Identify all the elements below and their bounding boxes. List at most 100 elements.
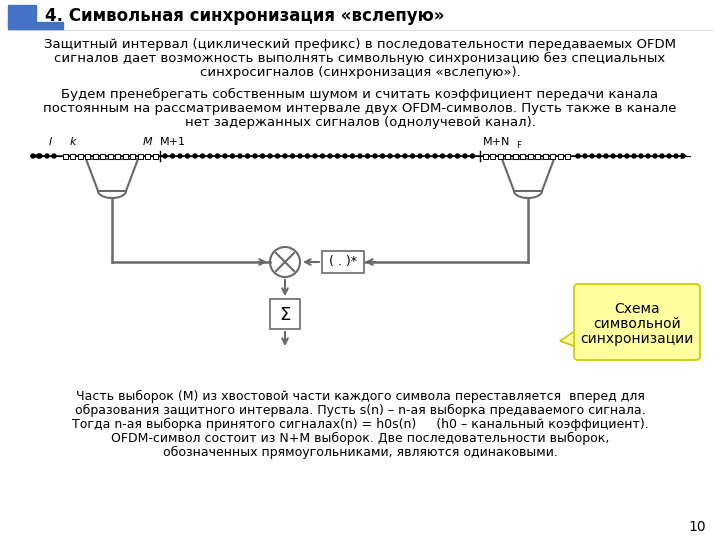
Bar	[565, 153, 570, 159]
Circle shape	[261, 154, 264, 158]
Circle shape	[625, 154, 629, 158]
Circle shape	[611, 154, 615, 158]
Circle shape	[674, 154, 678, 158]
Bar	[482, 153, 487, 159]
Circle shape	[403, 154, 407, 158]
Circle shape	[163, 154, 167, 158]
Text: Часть выборок (М) из хвостовой части каждого символа переставляется  вперед для: Часть выборок (М) из хвостовой части каж…	[76, 390, 644, 403]
Text: Тогда n-ая выборка принятого сигналаx(n) = h0s(n)     (h0 – канальный коэффициен: Тогда n-ая выборка принятого сигналаx(n)…	[71, 418, 649, 431]
Circle shape	[366, 154, 369, 158]
Circle shape	[426, 154, 430, 158]
Circle shape	[358, 154, 362, 158]
Circle shape	[38, 154, 42, 158]
Circle shape	[583, 154, 587, 158]
Text: символьной: символьной	[593, 317, 681, 331]
Circle shape	[313, 154, 317, 158]
Circle shape	[343, 154, 347, 158]
Bar	[535, 153, 540, 159]
Text: образования защитного интервала. Пусть s(n) – n-ая выборка предаваемого сигнала.: образования защитного интервала. Пусть s…	[75, 404, 645, 417]
Text: синхросигналов (синхронизация «вслепую»).: синхросигналов (синхронизация «вслепую»)…	[0, 539, 1, 540]
Bar	[8, 22, 63, 29]
Text: обозначенных прямоугольниками, являются одинаковыми.: обозначенных прямоугольниками, являются …	[163, 446, 557, 459]
Text: F: F	[516, 141, 521, 150]
Circle shape	[441, 154, 444, 158]
Circle shape	[433, 154, 437, 158]
Circle shape	[660, 154, 664, 158]
Circle shape	[171, 154, 174, 158]
Circle shape	[639, 154, 643, 158]
Bar	[100, 153, 105, 159]
Circle shape	[448, 154, 452, 158]
Text: Σ: Σ	[279, 306, 291, 324]
Circle shape	[283, 154, 287, 158]
Text: ( . )*: ( . )*	[329, 255, 357, 268]
Circle shape	[463, 154, 467, 158]
Circle shape	[31, 154, 35, 158]
Circle shape	[470, 154, 474, 158]
Bar	[92, 153, 97, 159]
Circle shape	[200, 154, 204, 158]
Text: l: l	[48, 137, 52, 147]
Circle shape	[45, 154, 49, 158]
Circle shape	[208, 154, 212, 158]
Bar	[550, 153, 555, 159]
Bar	[85, 153, 90, 159]
Text: Схема: Схема	[614, 302, 660, 316]
Polygon shape	[560, 326, 583, 349]
Circle shape	[380, 154, 384, 158]
Circle shape	[418, 154, 422, 158]
Text: Будем пренебрегать собственным шумом и считать коэффициент передачи канала: Будем пренебрегать собственным шумом и с…	[61, 88, 659, 101]
Bar	[490, 153, 495, 159]
Text: 4. Символьная синхронизация «вслепую»: 4. Символьная синхронизация «вслепую»	[45, 7, 444, 25]
Circle shape	[646, 154, 650, 158]
Bar	[78, 153, 83, 159]
Bar	[153, 153, 158, 159]
Circle shape	[193, 154, 197, 158]
Bar	[63, 153, 68, 159]
Bar	[542, 153, 547, 159]
Circle shape	[395, 154, 400, 158]
Circle shape	[230, 154, 235, 158]
Text: синхросигналов (синхронизация «вслепую»).: синхросигналов (синхронизация «вслепую»)…	[199, 66, 521, 79]
Circle shape	[223, 154, 227, 158]
Circle shape	[456, 154, 459, 158]
Text: постоянным на рассматриваемом интервале двух OFDM-символов. Пусть также в канале: постоянным на рассматриваемом интервале …	[43, 102, 677, 115]
Circle shape	[618, 154, 622, 158]
FancyBboxPatch shape	[574, 284, 700, 360]
Circle shape	[276, 154, 279, 158]
Text: нет задержанных сигналов (однолучевой канал).: нет задержанных сигналов (однолучевой ка…	[184, 116, 536, 129]
Bar	[498, 153, 503, 159]
Bar	[122, 153, 127, 159]
Bar	[145, 153, 150, 159]
Circle shape	[52, 154, 56, 158]
Bar	[107, 153, 112, 159]
Circle shape	[328, 154, 332, 158]
Text: OFDM-символ состоит из N+M выборок. Две последовательности выборок,: OFDM-символ состоит из N+M выборок. Две …	[111, 432, 609, 445]
Circle shape	[336, 154, 340, 158]
Bar	[557, 153, 562, 159]
Circle shape	[246, 154, 250, 158]
Circle shape	[320, 154, 325, 158]
Circle shape	[576, 154, 580, 158]
Bar	[8, 5, 36, 25]
Text: синхронизации: синхронизации	[580, 332, 693, 346]
Text: сигналов дает возможность выполнять символьную синхронизацию без специальных: сигналов дает возможность выполнять симв…	[55, 52, 665, 65]
Circle shape	[186, 154, 189, 158]
Text: M: M	[143, 137, 153, 147]
Text: Защитный интервал (циклический префикс) в последовательности передаваемых OFDM: Защитный интервал (циклический префикс) …	[44, 38, 676, 51]
Circle shape	[653, 154, 657, 158]
Circle shape	[388, 154, 392, 158]
Circle shape	[215, 154, 220, 158]
Circle shape	[604, 154, 608, 158]
Bar	[70, 153, 75, 159]
Bar	[115, 153, 120, 159]
Circle shape	[590, 154, 594, 158]
Circle shape	[305, 154, 310, 158]
Circle shape	[667, 154, 671, 158]
Circle shape	[238, 154, 242, 158]
Bar	[513, 153, 518, 159]
Circle shape	[597, 154, 601, 158]
Bar	[520, 153, 525, 159]
Circle shape	[410, 154, 415, 158]
Text: k: k	[70, 137, 76, 147]
